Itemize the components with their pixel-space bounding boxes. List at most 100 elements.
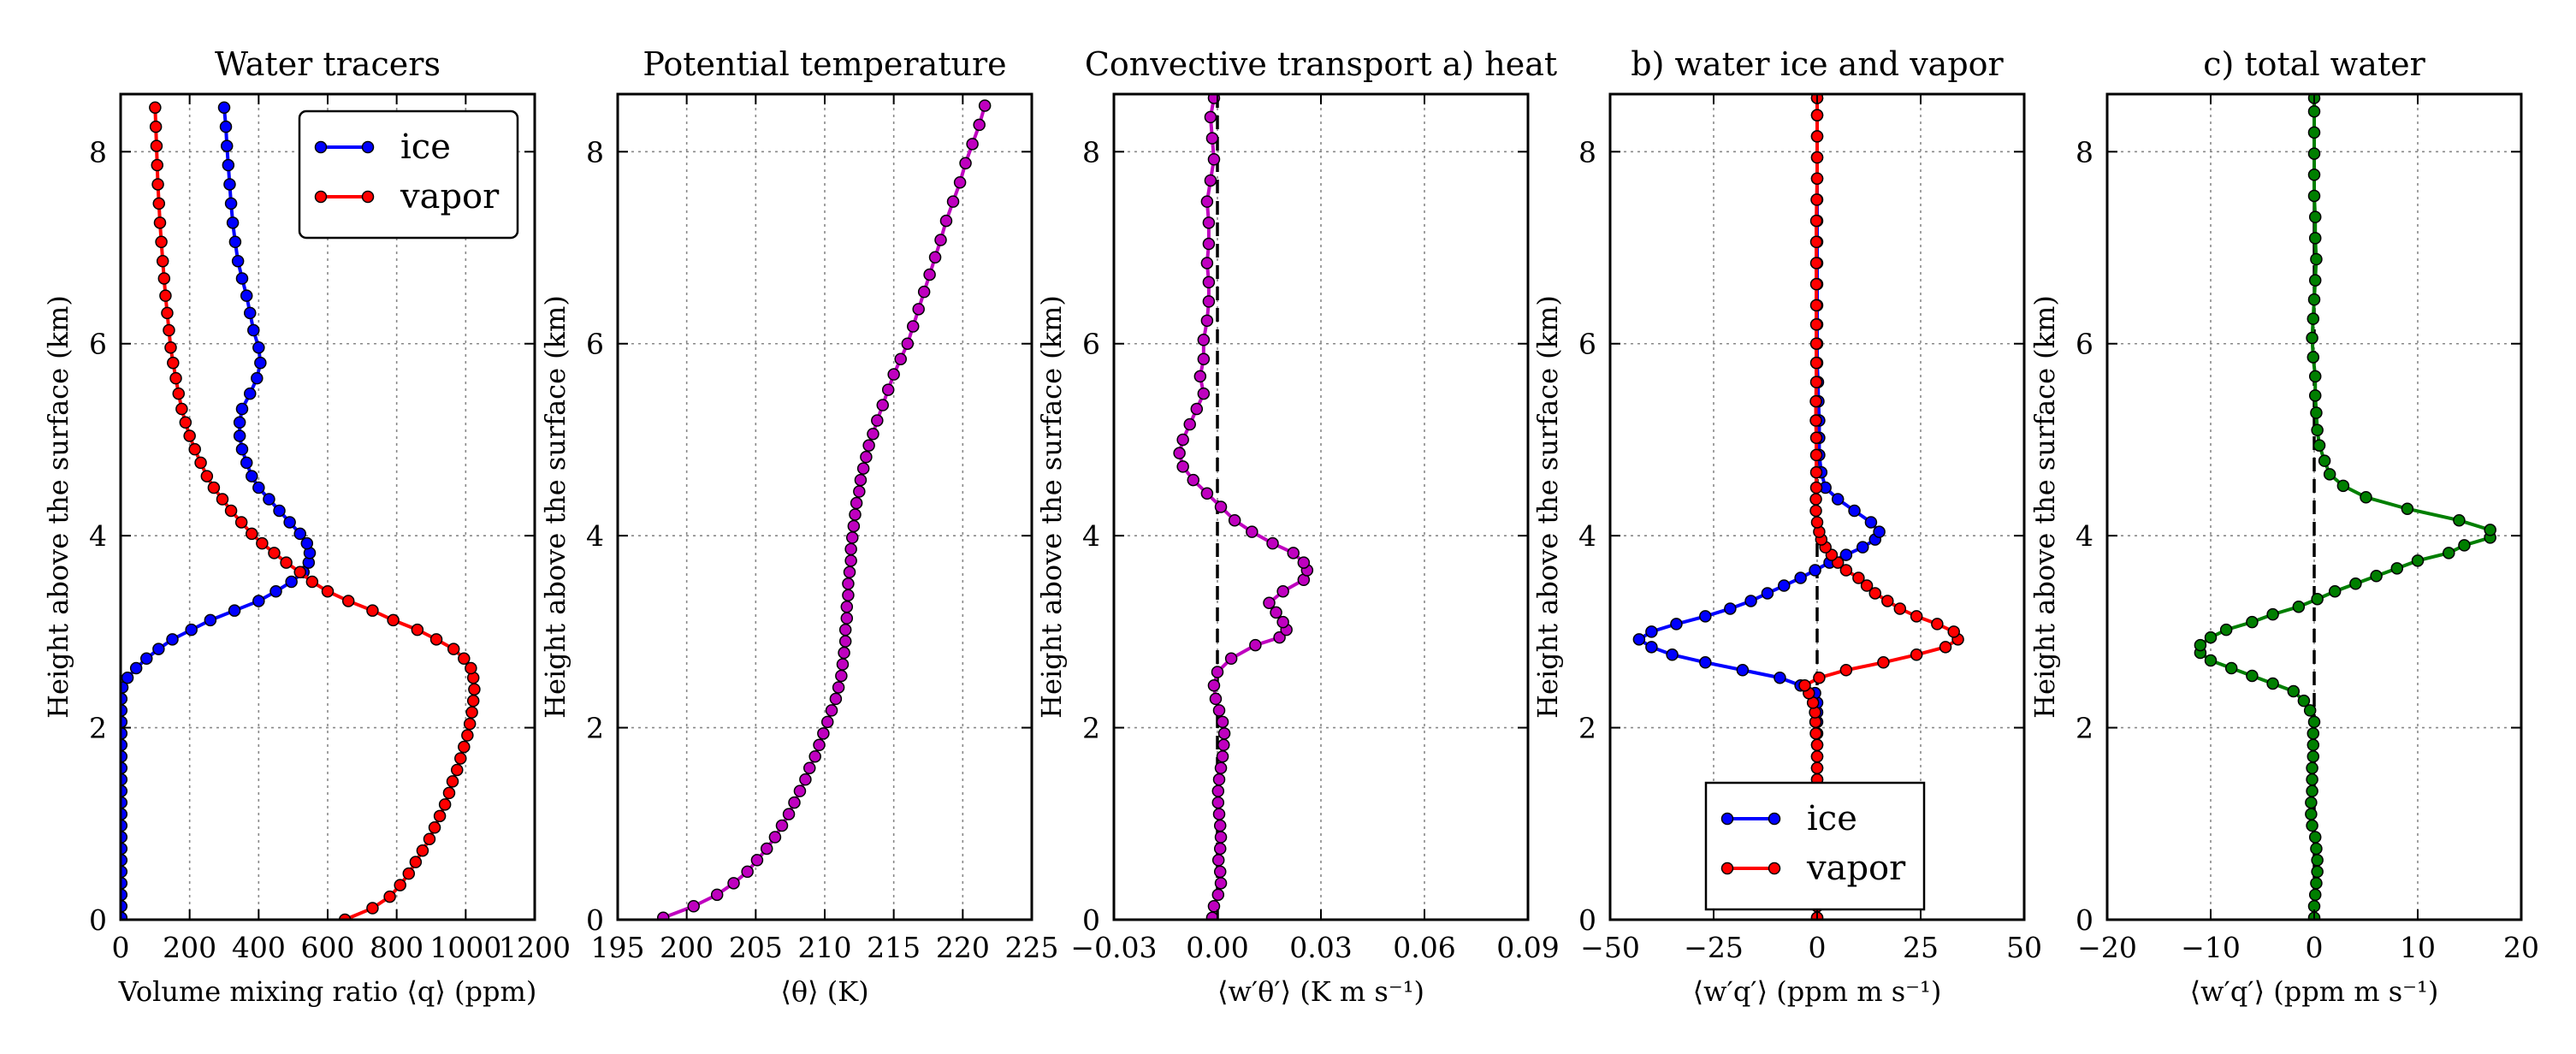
data-point — [1209, 692, 1223, 706]
data-point — [2204, 654, 2218, 667]
data-point — [1798, 678, 1811, 692]
data-point — [2311, 865, 2324, 879]
x-tick-label: 210 — [798, 931, 852, 964]
data-point — [461, 729, 474, 742]
data-point — [1809, 564, 1821, 577]
data-point — [820, 715, 834, 729]
data-point — [799, 773, 812, 786]
data-point — [1212, 704, 1226, 717]
data-point — [1852, 571, 1865, 584]
legend-marker — [1768, 862, 1781, 875]
y-tick-label: 4 — [89, 519, 107, 553]
data-point — [1794, 571, 1807, 584]
y-tick-label: 8 — [1082, 135, 1100, 169]
data-point — [1744, 595, 1757, 607]
data-point — [2303, 704, 2317, 717]
data-point — [2308, 389, 2322, 402]
data-point — [411, 623, 424, 637]
data-point — [263, 493, 275, 506]
data-point — [468, 683, 481, 696]
y-tick-label: 4 — [1578, 519, 1596, 553]
data-point — [1810, 761, 1824, 774]
data-point — [1205, 911, 1219, 920]
data-point — [2305, 796, 2318, 809]
data-point — [300, 536, 314, 550]
data-point — [840, 600, 854, 613]
data-point — [727, 877, 740, 890]
panel-5: −20 −10 0 10 20 0 2 4 6 8 c) total water ⟨w′q′⟩ (pp… — [2028, 45, 2539, 1008]
legend-entry-ice: ice — [314, 127, 451, 167]
data-point — [366, 902, 379, 915]
data-point — [409, 856, 423, 868]
data-point — [1645, 625, 1658, 638]
data-point — [1200, 487, 1214, 500]
data-point — [2310, 842, 2323, 856]
data-point — [1809, 481, 1823, 494]
data-point — [463, 717, 477, 731]
data-point — [1809, 448, 1823, 462]
data-point — [2246, 669, 2259, 683]
data-point — [946, 195, 960, 208]
x-tick-label: 0 — [112, 931, 130, 964]
data-point — [887, 368, 900, 381]
data-point — [813, 738, 826, 752]
data-point — [465, 706, 478, 719]
data-point — [871, 414, 884, 427]
data-point — [2194, 638, 2207, 652]
x-tick-label: −50 — [1580, 931, 1640, 964]
data-point — [1246, 525, 1258, 538]
data-point — [268, 547, 281, 560]
data-point — [687, 900, 700, 913]
data-point — [1809, 257, 1823, 269]
data-point — [2266, 677, 2279, 690]
chart-title: b) water ice and vapor — [1631, 45, 2004, 83]
data-point — [1810, 109, 1824, 121]
data-point — [850, 496, 863, 510]
data-point — [2349, 577, 2362, 590]
data-point — [1276, 615, 1289, 629]
data-point — [2310, 877, 2323, 890]
data-point — [416, 844, 429, 857]
data-point — [172, 387, 186, 400]
data-point — [252, 340, 265, 354]
data-point — [1809, 277, 1823, 291]
data-point — [2287, 684, 2301, 698]
data-point — [843, 565, 856, 579]
data-point — [775, 819, 789, 832]
y-tick-label: 0 — [1578, 903, 1596, 937]
data-point — [1211, 854, 1225, 867]
data-point — [458, 652, 471, 666]
y-tick-label: 0 — [2076, 903, 2093, 937]
y-tick-label: 0 — [89, 903, 107, 937]
data-point — [188, 442, 201, 456]
data-point — [1193, 370, 1207, 383]
x-axis-label: ⟨w′q′⟩ (ppm m s⁻¹) — [1693, 975, 1942, 1008]
data-point — [1200, 314, 1214, 328]
data-point — [1197, 352, 1211, 365]
data-point — [2307, 715, 2321, 729]
data-point — [152, 197, 166, 210]
data-point — [1197, 334, 1211, 346]
data-point — [235, 272, 249, 285]
x-tick-label: 800 — [370, 931, 423, 964]
data-point — [251, 371, 264, 385]
data-point — [1809, 465, 1823, 479]
legend-marker — [361, 190, 375, 204]
x-tick-label: 50 — [2006, 931, 2042, 964]
data-point — [164, 340, 177, 354]
data-point — [1176, 433, 1189, 447]
legend: ice vapor — [1704, 781, 1926, 911]
data-point — [1809, 337, 1823, 350]
data-point — [894, 352, 907, 365]
data-point — [1211, 796, 1225, 809]
data-point — [283, 516, 296, 529]
data-point — [959, 157, 972, 170]
data-point — [1200, 195, 1214, 208]
data-point — [1214, 761, 1228, 774]
x-axis-label: ⟨θ⟩ (K) — [780, 975, 868, 1008]
x-tick-label: 10 — [2400, 931, 2436, 964]
data-point — [2292, 600, 2306, 613]
legend-marker — [314, 140, 328, 154]
data-point — [750, 854, 764, 867]
data-point — [1810, 151, 1824, 164]
